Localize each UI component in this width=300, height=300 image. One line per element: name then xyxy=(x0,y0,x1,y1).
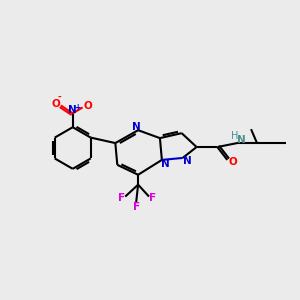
Text: O: O xyxy=(229,157,238,167)
Text: N: N xyxy=(132,122,140,132)
Text: F: F xyxy=(133,202,140,212)
Text: N: N xyxy=(183,156,192,166)
Text: F: F xyxy=(149,193,157,202)
Text: N: N xyxy=(161,159,170,169)
Text: O: O xyxy=(52,99,60,110)
Text: H: H xyxy=(230,131,238,141)
Text: N: N xyxy=(237,135,245,145)
Text: F: F xyxy=(118,193,125,202)
Text: +: + xyxy=(75,103,81,112)
Text: N: N xyxy=(68,105,77,116)
Text: O: O xyxy=(83,101,92,111)
Text: -: - xyxy=(58,93,62,102)
